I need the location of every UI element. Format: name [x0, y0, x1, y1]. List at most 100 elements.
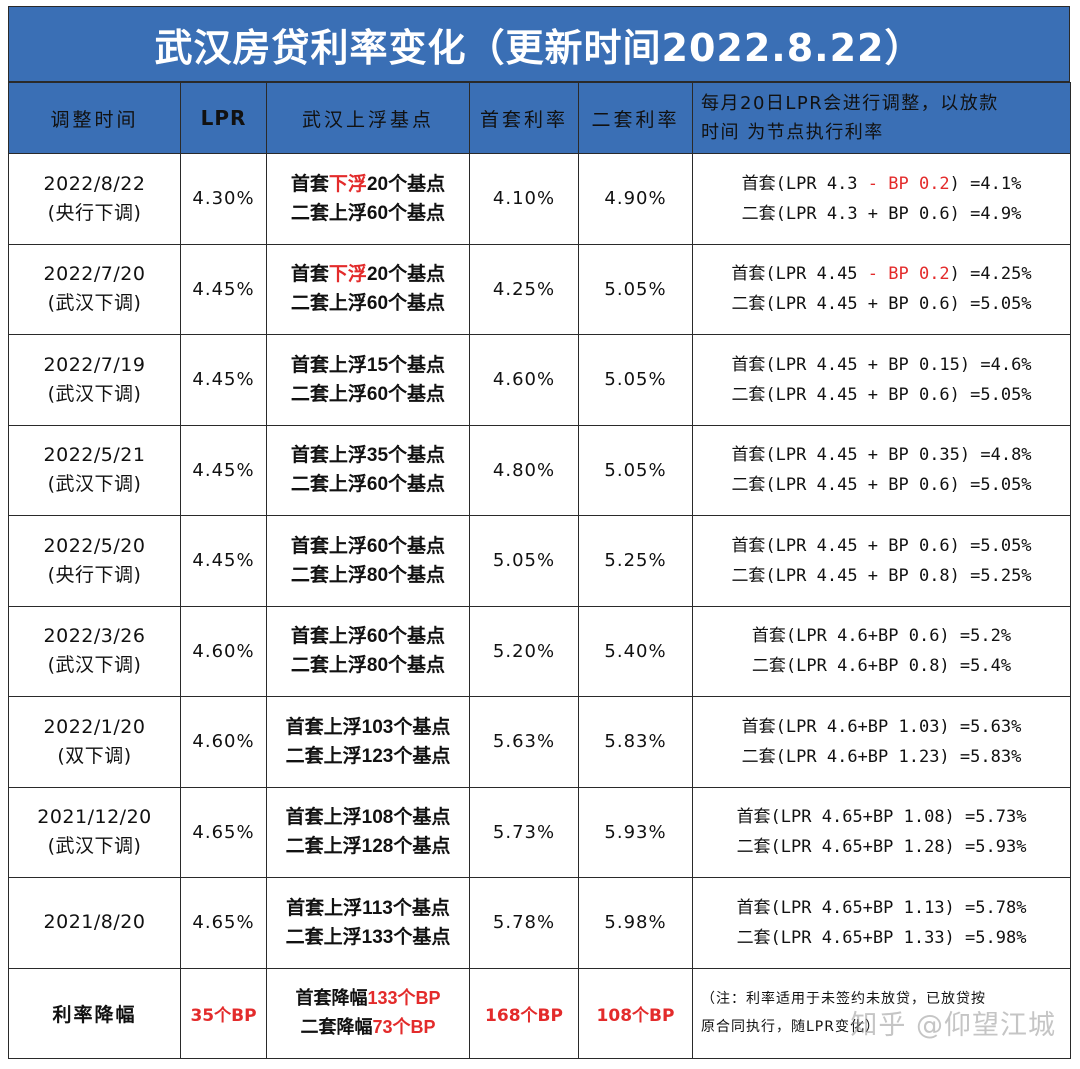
calc-line1: 首套(LPR 4.45 + BP 0.35) =4.8%	[693, 440, 1070, 470]
second-rate-cell: 5.05%	[578, 334, 693, 426]
calc1-pre: 首套(LPR 4.3	[741, 173, 868, 194]
basis1-pre: 首套上浮108个基点	[285, 807, 451, 829]
calc-line2: 二套(LPR 4.65+BP 1.33) =5.98%	[736, 927, 1027, 948]
summary-first-rate: 168个BP	[469, 967, 579, 1059]
calc1-pre: 首套(LPR 4.65+BP 1.13) =5.78%	[736, 897, 1027, 918]
calc-line2: 二套(LPR 4.45 + BP 0.8) =5.25%	[731, 565, 1032, 586]
first-rate-cell: 4.10%	[469, 153, 579, 245]
date-line1: 2022/7/20	[43, 263, 146, 286]
basis1-pre: 首套	[290, 173, 329, 195]
calc-line2: 二套(LPR 4.45 + BP 0.6) =5.05%	[731, 294, 1032, 315]
basis-cell: 首套下浮20个基点 二套上浮60个基点	[266, 153, 470, 245]
second-rate-cell: 5.98%	[578, 877, 693, 969]
basis-line2: 二套上浮133个基点	[285, 926, 451, 948]
basis1-red: 下浮	[328, 173, 367, 195]
date-line2: (央行下调)	[47, 563, 142, 586]
date-cell: 2022/5/21 (武汉下调)	[8, 424, 181, 516]
basis-line1: 首套上浮60个基点	[267, 532, 469, 561]
date-line1: 2022/5/21	[43, 444, 146, 467]
lpr-cell: 4.45%	[180, 334, 267, 426]
basis-line1: 首套上浮103个基点	[267, 713, 469, 742]
date-cell: 2021/12/20 (武汉下调)	[8, 786, 181, 878]
first-rate-cell: 5.63%	[469, 696, 579, 788]
basis-line1: 首套下浮20个基点	[267, 260, 469, 289]
first-rate-cell: 4.80%	[469, 424, 579, 516]
table-row: 2022/7/20 (武汉下调) 4.45% 首套下浮20个基点二套上浮60个基点 4.…	[8, 243, 1071, 335]
lpr-cell: 4.30%	[180, 153, 267, 245]
calc-cell: 首套(LPR 4.45 + BP 0.6) =5.05% 二套(LPR 4.45 …	[692, 515, 1071, 607]
calc-cell: 首套(LPR 4.45 - BP 0.2) =4.25% 二套(LPR 4.45 …	[692, 243, 1071, 335]
basis-cell: 首套上浮113个基点 二套上浮133个基点	[266, 877, 470, 969]
basis1-pre: 首套上浮103个基点	[285, 716, 451, 738]
second-rate-cell: 5.05%	[578, 424, 693, 516]
date-line2: (武汉下调)	[47, 473, 142, 496]
table-row: 2022/5/20 (央行下调) 4.45% 首套上浮60个基点 二套上浮80个基点 5.…	[8, 515, 1071, 607]
basis-line1: 首套上浮35个基点	[267, 441, 469, 470]
table-row: 2022/7/19 (武汉下调) 4.45% 首套上浮15个基点 二套上浮60个基点 4.…	[8, 334, 1071, 426]
first-rate-cell: 5.05%	[469, 515, 579, 607]
summary-basis: 首套降幅133个BP 二套降幅73个BP	[266, 967, 470, 1059]
summary-basis2-pre: 二套降幅	[300, 1017, 373, 1038]
summary-note: （注：利率适用于未签约未放贷，已放贷按 原合同执行，随LPR变化） 知乎 @仰望…	[692, 967, 1071, 1059]
calc1-red: - BP 0.2	[867, 264, 950, 285]
lpr-cell: 4.45%	[180, 515, 267, 607]
header-row: 调整时间 LPR 武汉上浮基点 首套利率 二套利率 每月20日LPR会进行调整，…	[8, 82, 1071, 154]
lpr-cell: 4.60%	[180, 605, 267, 697]
header-basis: 武汉上浮基点	[266, 82, 470, 154]
table-row: 2022/8/22 (央行下调) 4.30% 首套下浮20个基点 二套上浮60个基点 4.…	[8, 153, 1071, 245]
date-line1: 2021/12/20	[37, 806, 152, 829]
basis-cell: 首套上浮60个基点二套上浮80个基点	[266, 515, 470, 607]
summary-note-line2: 原合同执行，随LPR变化）	[701, 1019, 880, 1036]
calc-line2: 二套(LPR 4.6+BP 1.23) =5.83%	[741, 746, 1022, 767]
lpr-cell: 4.45%	[180, 424, 267, 516]
basis-line1: 首套上浮15个基点	[267, 351, 469, 380]
calc-line2: 二套(LPR 4.45 + BP 0.6) =5.05%	[731, 384, 1032, 405]
calc-line1: 首套(LPR 4.65+BP 1.13) =5.78%	[693, 893, 1070, 923]
summary-label: 利率降幅	[8, 967, 181, 1059]
summary-note-line1: （注：利率适用于未签约未放贷，已放贷按	[701, 991, 986, 1008]
calc1-pre: 首套(LPR 4.45 + BP 0.35) =4.8%	[731, 445, 1032, 466]
summary-row: 利率降幅 35个BP 首套降幅133个BP 二套降幅73个BP 168个BP 1…	[8, 967, 1071, 1059]
basis-line1: 首套上浮60个基点	[267, 622, 469, 651]
basis1-post: 20个基点	[366, 264, 446, 286]
calc-line1: 首套(LPR 4.45 + BP 0.15) =4.6%	[693, 350, 1070, 380]
calc1-pre: 首套(LPR 4.45 + BP 0.6) =5.05%	[731, 535, 1032, 556]
date-line1: 2022/3/26	[43, 625, 146, 648]
calc-cell: 首套(LPR 4.65+BP 1.13) =5.78% 二套(LPR 4.65+B…	[692, 877, 1071, 969]
basis-line2: 二套上浮60个基点	[290, 474, 446, 496]
date-line1: 2022/7/19	[43, 353, 146, 376]
header-lpr: LPR	[180, 82, 267, 154]
basis1-pre: 首套上浮35个基点	[290, 445, 446, 467]
basis-line2: 二套上浮80个基点	[290, 655, 446, 677]
calc-line2: 二套(LPR 4.45 + BP 0.6) =5.05%	[731, 475, 1032, 496]
date-line1: 2022/5/20	[43, 534, 146, 557]
calc-cell: 首套(LPR 4.65+BP 1.08) =5.73% 二套(LPR 4.65+B…	[692, 786, 1071, 878]
calc1-pre: 首套(LPR 4.6+BP 0.6) =5.2%	[751, 626, 1012, 647]
date-line2: (武汉下调)	[47, 835, 142, 858]
second-rate-cell: 5.05%	[578, 243, 693, 335]
basis-line2: 二套上浮60个基点	[290, 293, 446, 315]
calc1-pre: 首套(LPR 4.65+BP 1.08) =5.73%	[736, 807, 1027, 828]
basis-line2: 二套上浮80个基点	[290, 564, 446, 586]
first-rate-cell: 4.25%	[469, 243, 579, 335]
summary-basis1-pre: 首套降幅	[295, 988, 368, 1009]
date-cell: 2022/8/22 (央行下调)	[8, 153, 181, 245]
header-note-line2: 时间 为节点执行利率	[701, 122, 884, 143]
lpr-cell: 4.60%	[180, 696, 267, 788]
calc-line1: 首套(LPR 4.6+BP 0.6) =5.2%	[693, 621, 1070, 651]
lpr-cell: 4.45%	[180, 243, 267, 335]
date-line2: (武汉下调)	[47, 382, 142, 405]
second-rate-cell: 5.93%	[578, 786, 693, 878]
calc-line2: 二套(LPR 4.3 + BP 0.6) =4.9%	[741, 203, 1022, 224]
basis-cell: 首套上浮35个基点 二套上浮60个基点	[266, 424, 470, 516]
basis-cell: 首套上浮15个基点 二套上浮60个基点	[266, 334, 470, 426]
calc-line1: 首套(LPR 4.45 + BP 0.6) =5.05%	[693, 531, 1070, 561]
date-cell: 2022/7/20 (武汉下调)	[8, 243, 181, 335]
date-cell: 2021/8/20	[8, 877, 181, 969]
basis-cell: 首套上浮108个基点 二套上浮128个基点	[266, 786, 470, 878]
basis1-pre: 首套上浮15个基点	[290, 354, 446, 376]
second-rate-cell: 5.40%	[578, 605, 693, 697]
date-line2: (武汉下调)	[47, 654, 142, 677]
calc-line1: 首套(LPR 4.6+BP 1.03) =5.63%	[693, 712, 1070, 742]
header-date: 调整时间	[8, 82, 181, 154]
